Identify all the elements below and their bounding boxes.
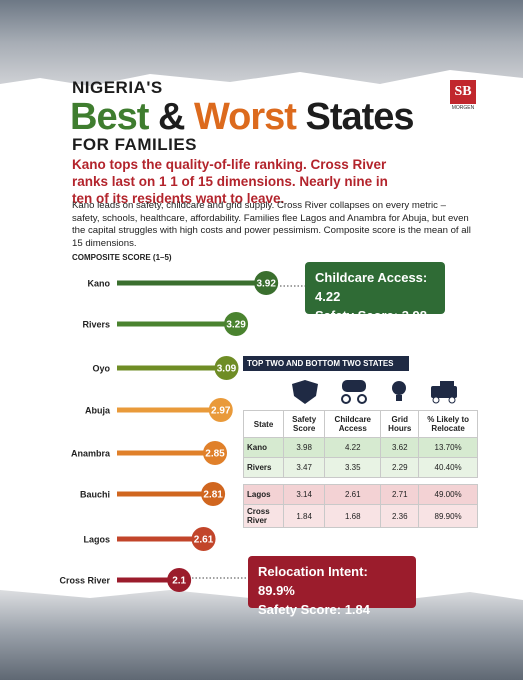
title-main: Best & Worst States	[70, 96, 415, 139]
logo-text: MORGEN	[451, 105, 475, 111]
bar	[117, 536, 204, 542]
table-cell: 3.62	[380, 437, 420, 458]
body-text: Kano leads on safety, childcare and grid…	[72, 200, 471, 249]
bar-end	[203, 441, 228, 465]
title-states: States	[305, 96, 414, 138]
title-best: Best	[70, 96, 149, 138]
category-label: Oyo	[92, 364, 110, 374]
bar-end	[214, 356, 239, 380]
bar	[117, 365, 227, 371]
bar	[117, 491, 214, 497]
bar	[117, 577, 180, 583]
value-label: 3.92	[256, 279, 276, 290]
gap-cell	[244, 478, 478, 485]
bar	[117, 280, 267, 286]
column-header: Childcare Access	[324, 410, 382, 438]
callout-line: Relocation Intent: 89.9%	[258, 564, 368, 598]
category-label: Bauchi	[80, 490, 110, 500]
table-cell: 2.71	[380, 484, 420, 505]
table-cell: 3.98	[283, 437, 326, 458]
table-row: Cross River 1.84 1.68 2.36 89.90%	[242, 504, 478, 528]
value-label: 2.85	[205, 449, 225, 460]
callout-line: Childcare Access: 4.22	[315, 270, 428, 304]
icons	[292, 380, 457, 404]
table-gap	[244, 478, 478, 485]
value-label: 2.61	[194, 535, 214, 546]
table-title: TOP TWO AND BOTTOM TWO STATES	[243, 356, 409, 371]
bar-end	[167, 568, 192, 592]
value-label: 2.1	[172, 576, 186, 587]
value-label: 2.81	[203, 490, 223, 501]
bar-end	[224, 312, 249, 336]
table-cell: 3.47	[283, 457, 326, 478]
callout-line: Safety Score: 3.98	[315, 308, 428, 323]
table-cell: 89.90%	[418, 504, 478, 528]
bar	[117, 321, 237, 327]
bar-end	[201, 482, 226, 506]
table-header-row: State Safety Score Childcare Access Grid Ho…	[242, 410, 478, 438]
state-cell: Kano	[242, 437, 285, 458]
state-cell: Cross River	[242, 504, 285, 528]
chart-title: COMPOSITE SCORE (1–5)	[72, 253, 172, 262]
value-label: 3.09	[217, 364, 237, 375]
column-header: Grid Hours	[380, 410, 420, 438]
table-cell: 2.36	[380, 504, 420, 528]
column-header: Safety Score	[283, 410, 326, 438]
category-label: Kano	[88, 279, 111, 289]
state-cell: Lagos	[242, 484, 285, 505]
column-header: % Likely to Relocate	[418, 410, 478, 438]
table-row: Kano 3.98 4.22 3.62 13.70%	[242, 437, 478, 458]
table-cell: 4.22	[324, 437, 382, 458]
callout: Childcare Access: 4.22 Safety Score: 3.9…	[305, 262, 445, 323]
category-label: Rivers	[82, 320, 110, 330]
state-cell: Rivers	[242, 457, 285, 478]
value-label: 2.97	[211, 406, 231, 417]
title-amp: &	[157, 96, 185, 138]
category-label: Cross River	[59, 576, 110, 586]
callout-line: Safety Score: 1.84	[258, 602, 371, 617]
table-row: Lagos 3.14 2.61 2.71 49.00%	[242, 484, 478, 505]
table-cell: 1.68	[324, 504, 382, 528]
table-cell: 13.70%	[418, 437, 478, 458]
category-label: Anambra	[71, 449, 111, 459]
category-label: Abuja	[85, 406, 111, 416]
title-line: NIGERIA'S	[72, 78, 163, 97]
callout: Relocation Intent: 89.9% Safety Score: 1…	[248, 556, 416, 617]
subtitle: Kano tops the quality-of-life ranking. C…	[72, 157, 388, 206]
table-row: Rivers 3.47 3.35 2.29 40.40%	[242, 457, 478, 478]
bar	[117, 407, 221, 413]
table-cell: 1.84	[283, 504, 326, 528]
bar	[117, 450, 216, 456]
column-header: State	[242, 410, 285, 438]
bar-end	[254, 271, 279, 295]
table-cell: 40.40%	[418, 457, 478, 478]
title-worst: Worst	[193, 96, 297, 138]
table-cell: 2.29	[380, 457, 420, 478]
title-line: FOR FAMILIES	[72, 135, 197, 154]
table: State Safety Score Childcare Access Grid Ho…	[242, 410, 478, 528]
logo: SB	[450, 80, 476, 104]
table-cell: 3.14	[283, 484, 326, 505]
table-cell: 2.61	[324, 484, 382, 505]
bar-end	[191, 527, 216, 551]
value-label: 3.29	[226, 320, 246, 331]
bar-end	[208, 398, 233, 422]
category-label: Lagos	[83, 535, 110, 545]
table-cell: 49.00%	[418, 484, 478, 505]
table-cell: 3.35	[324, 457, 382, 478]
